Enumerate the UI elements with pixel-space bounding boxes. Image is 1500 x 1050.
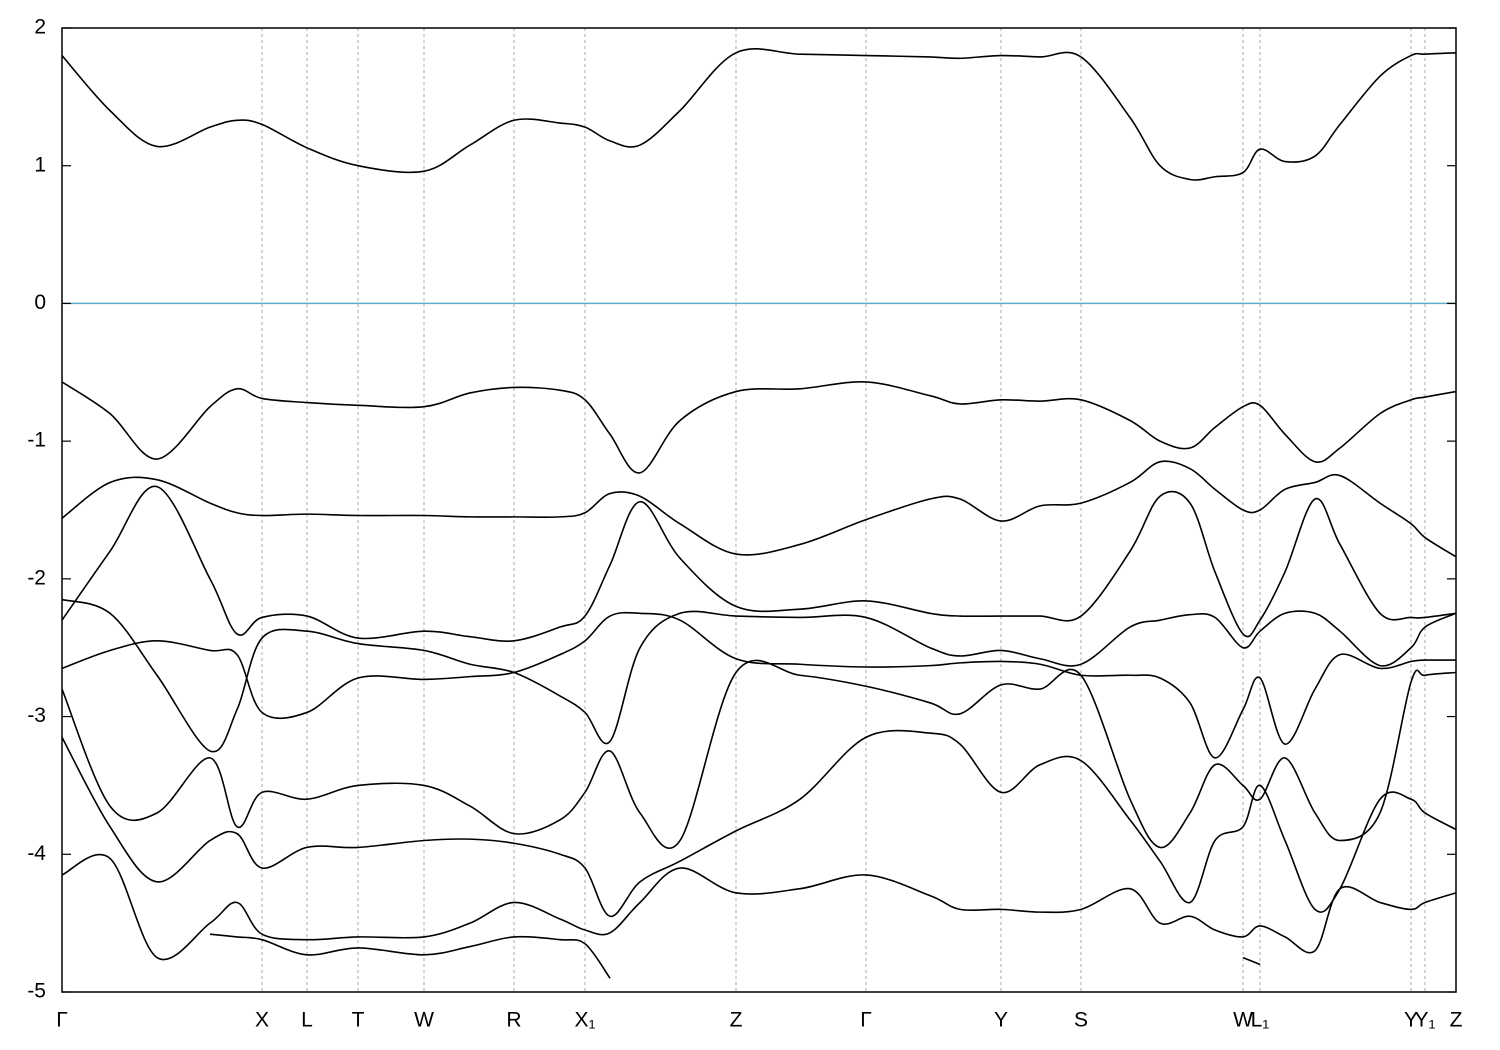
x-tick-label: Γ	[56, 1009, 68, 1032]
band-line	[62, 611, 1456, 759]
band-line	[62, 460, 1456, 558]
x-tick-label: W	[414, 1009, 434, 1032]
x-tick-label: Y	[994, 1009, 1008, 1032]
x-tick-label: R	[506, 1009, 521, 1032]
y-tick-label: -4	[27, 842, 46, 865]
band-line	[62, 853, 1456, 961]
y-tick-label: -3	[27, 704, 46, 727]
y-tick-label: -1	[27, 429, 46, 452]
plot-frame	[61, 27, 1457, 993]
x-tick-label: Z	[1450, 1009, 1463, 1032]
x-tick-label: X	[255, 1009, 269, 1032]
x-tick-label: S	[1074, 1009, 1088, 1032]
x-tick-label: L₁	[1251, 1009, 1270, 1032]
x-tick-label: Y₁	[1414, 1009, 1435, 1032]
bands-layer	[62, 48, 1456, 979]
band-line	[62, 48, 1456, 181]
band-line	[62, 485, 1456, 642]
band-line	[209, 933, 1261, 979]
grid-layer	[61, 28, 1457, 992]
y-tick-label: 2	[34, 16, 46, 39]
band-line	[62, 659, 1456, 849]
x-tick-label: W	[1233, 1009, 1253, 1032]
band-line	[62, 598, 1456, 753]
x-tick-label: Z	[730, 1009, 743, 1032]
y-tick-label: 0	[34, 291, 46, 314]
x-tick-label: Γ	[860, 1009, 872, 1032]
y-tick-label: 1	[34, 153, 46, 176]
y-tick-label: -5	[27, 980, 46, 1003]
x-tick-label: X₁	[574, 1009, 595, 1032]
y-tick-label: -2	[27, 566, 46, 589]
band-line	[62, 729, 1456, 918]
x-tick-label: T	[352, 1009, 365, 1032]
x-tick-label: L	[301, 1009, 313, 1032]
x-tick-label: Y	[1404, 1009, 1418, 1032]
band-line	[62, 381, 1456, 474]
